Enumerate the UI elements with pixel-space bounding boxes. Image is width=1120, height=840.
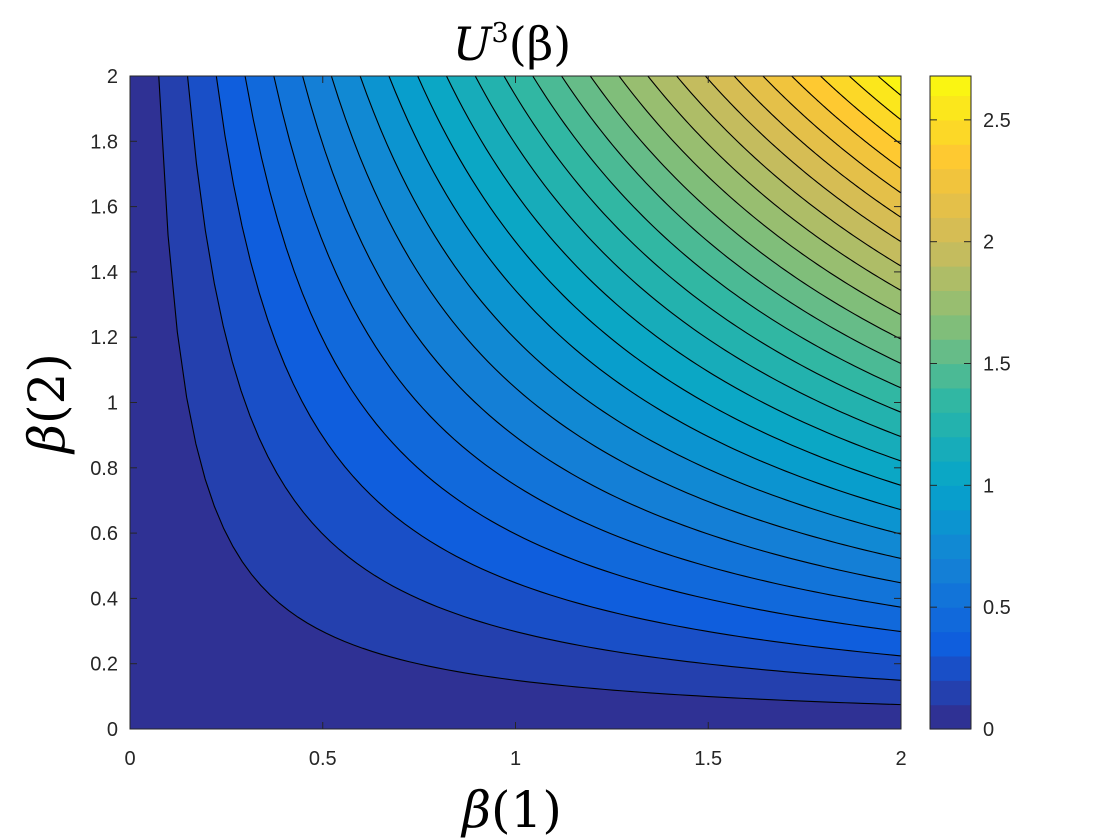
colorbar-segment [930, 95, 971, 121]
colorbar-segment [930, 534, 971, 560]
colorbar-tick-label: 0.5 [983, 597, 1011, 619]
contour-line [618, 76, 901, 316]
y-axis-label-symbol: β [18, 424, 76, 455]
contour-line [215, 76, 901, 657]
contour-line [762, 76, 901, 194]
y-axis-label-index: (2) [18, 353, 76, 424]
x-tick-label: 0 [124, 748, 135, 770]
colorbar-segment [930, 485, 971, 511]
colorbar-segment [930, 290, 971, 316]
contour-line [273, 76, 901, 608]
contour-line [244, 76, 901, 633]
colorbar-segment [930, 363, 971, 389]
chart-title-superscript: 3 [492, 18, 509, 49]
colorbar-segment [930, 704, 971, 730]
contour-line [589, 76, 901, 340]
colorbar-segment [930, 192, 971, 218]
colorbar: 0 0.5 1 1.5 2 2.5 [929, 75, 1011, 741]
y-tick-label: 0.2 [90, 654, 118, 676]
y-tick-label: 0.6 [90, 523, 118, 545]
chart-title-base: U [453, 17, 494, 71]
x-axis-label-symbol: β [460, 781, 491, 839]
contour-line [532, 76, 901, 389]
colorbar-segment [930, 509, 971, 535]
colorbar-segment [930, 460, 971, 486]
colorbar-segment [930, 558, 971, 584]
contour-line [676, 76, 901, 267]
x-axis-label: β(1) [460, 781, 562, 839]
contour-line [417, 76, 901, 486]
x-axis: 0 0.5 1 1.5 2 [124, 76, 907, 770]
y-axis: 0 0.2 0.4 0.6 0.8 1 1.2 1.4 1.6 1.8 2 [90, 66, 901, 741]
colorbar-tick-label: 1 [983, 475, 994, 497]
colorbar-segment [930, 436, 971, 462]
contour-line [186, 76, 901, 681]
x-tick-label: 0.5 [309, 748, 337, 770]
contour-line [359, 76, 901, 535]
colorbar-segment [930, 217, 971, 243]
colorbar-segment [930, 266, 971, 292]
contour-lines [158, 76, 901, 706]
colorbar-segment [930, 655, 971, 681]
x-axis-label-index: (1) [491, 781, 562, 839]
colorbar-tick-label: 1.5 [983, 354, 1011, 376]
plot-area [129, 75, 902, 730]
y-tick-label: 1.4 [90, 262, 118, 284]
y-tick-label: 1 [107, 393, 118, 415]
contour-line [158, 76, 901, 706]
contour-line [503, 76, 901, 413]
contour-line [388, 76, 901, 511]
contour-line [704, 76, 901, 243]
x-tick-label: 1 [510, 748, 521, 770]
y-tick-label: 0.4 [90, 588, 118, 610]
colorbar-tick-label: 2.5 [983, 110, 1011, 132]
contour-line [877, 76, 901, 96]
y-tick-label: 2 [107, 66, 118, 88]
contour-line [474, 76, 901, 438]
contour-line [330, 76, 901, 559]
x-tick-label: 2 [895, 748, 906, 770]
y-tick-label: 0 [107, 719, 118, 741]
colorbar-segment [930, 168, 971, 194]
colorbar-segment [930, 119, 971, 145]
colorbar-segment [930, 339, 971, 365]
chart-title: U3(β) [453, 17, 571, 71]
y-tick-label: 1.6 [90, 197, 118, 219]
colorbar-tick-label: 0 [983, 719, 994, 741]
contour-line [561, 76, 901, 365]
colorbar-tick-label: 2 [983, 232, 994, 254]
chart-title-argument: (β) [509, 17, 572, 71]
colorbar-segment [930, 607, 971, 633]
colorbar-segment [930, 241, 971, 267]
contour-line [445, 76, 901, 462]
colorbar-segment [930, 76, 971, 97]
colorbar-segment [930, 314, 971, 340]
x-tick-label: 1.5 [694, 748, 722, 770]
contour-line [791, 76, 901, 170]
contour-line [647, 76, 901, 291]
colorbar-frame [929, 75, 972, 730]
colorbar-segment [930, 387, 971, 413]
y-axis-label: β(2) [18, 353, 76, 455]
contour-line [302, 76, 901, 584]
contour-line [820, 76, 901, 145]
colorbar-segment [930, 412, 971, 438]
colorbar-segment [930, 144, 971, 170]
colorbar-segment [930, 582, 971, 608]
y-tick-label: 1.8 [90, 131, 118, 153]
y-tick-label: 1.2 [90, 327, 118, 349]
contour-line [733, 76, 901, 218]
y-tick-label: 0.8 [90, 458, 118, 480]
contour-line [848, 76, 901, 121]
colorbar-segment [930, 680, 971, 706]
colorbar-segment [930, 631, 971, 657]
